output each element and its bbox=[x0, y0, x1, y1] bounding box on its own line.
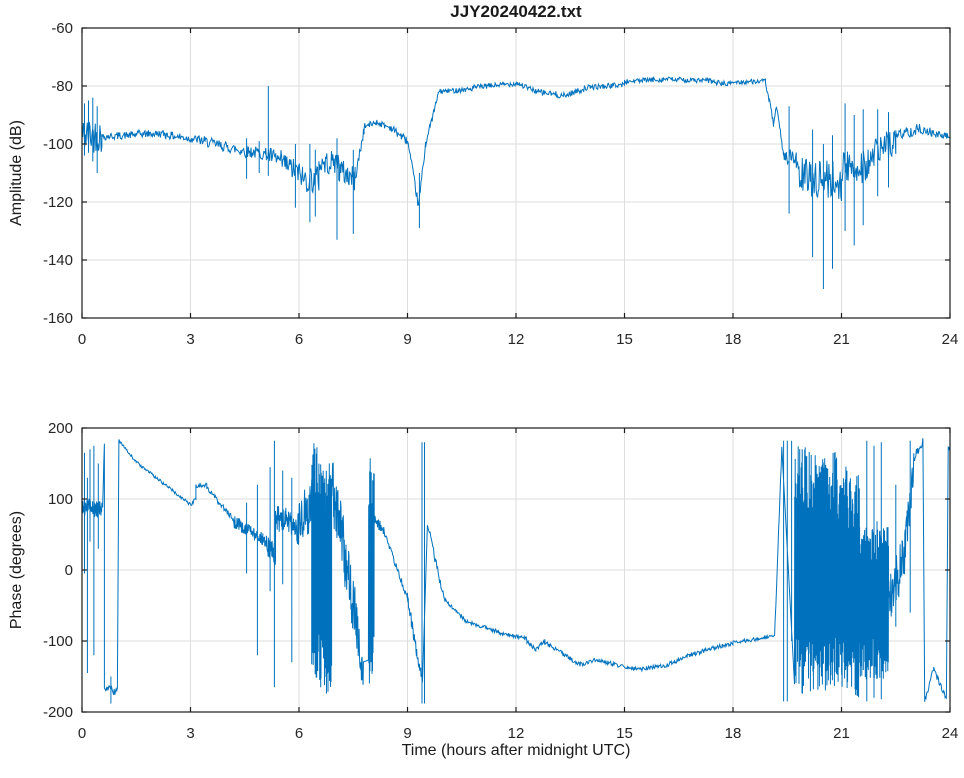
y-tick-label: -80 bbox=[51, 78, 73, 95]
y-tick-label: -100 bbox=[43, 136, 73, 153]
x-tick-label: 18 bbox=[725, 725, 742, 742]
y-tick-label: -200 bbox=[43, 704, 73, 721]
x-tick-label: 18 bbox=[725, 331, 742, 348]
x-tick-label: 12 bbox=[508, 331, 525, 348]
x-tick-label: 21 bbox=[833, 331, 850, 348]
x-tick-label: 24 bbox=[942, 725, 959, 742]
x-tick-label: 21 bbox=[833, 725, 850, 742]
x-tick-label: 0 bbox=[78, 725, 86, 742]
y-tick-label: 200 bbox=[48, 420, 73, 437]
plot-title: JJY20240422.txt bbox=[450, 2, 582, 21]
x-tick-label: 9 bbox=[403, 331, 411, 348]
y-tick-label: -120 bbox=[43, 194, 73, 211]
y-tick-label: 100 bbox=[48, 491, 73, 508]
y-tick-label: -60 bbox=[51, 20, 73, 37]
x-tick-label: 0 bbox=[78, 331, 86, 348]
phase-trace bbox=[82, 438, 950, 704]
x-axis-label: Time (hours after midnight UTC) bbox=[401, 742, 631, 759]
x-tick-label: 15 bbox=[616, 331, 633, 348]
x-tick-label: 3 bbox=[186, 725, 194, 742]
x-tick-label: 9 bbox=[403, 725, 411, 742]
y-tick-label: 0 bbox=[65, 562, 73, 579]
y-tick-label: -100 bbox=[43, 633, 73, 650]
x-tick-label: 24 bbox=[942, 331, 959, 348]
amplitude-trace bbox=[82, 76, 950, 289]
x-tick-label: 6 bbox=[295, 331, 303, 348]
y-tick-label: -160 bbox=[43, 310, 73, 327]
x-tick-label: 6 bbox=[295, 725, 303, 742]
x-tick-label: 3 bbox=[186, 331, 194, 348]
x-tick-label: 12 bbox=[508, 725, 525, 742]
y-tick-label: -140 bbox=[43, 252, 73, 269]
x-tick-label: 15 bbox=[616, 725, 633, 742]
